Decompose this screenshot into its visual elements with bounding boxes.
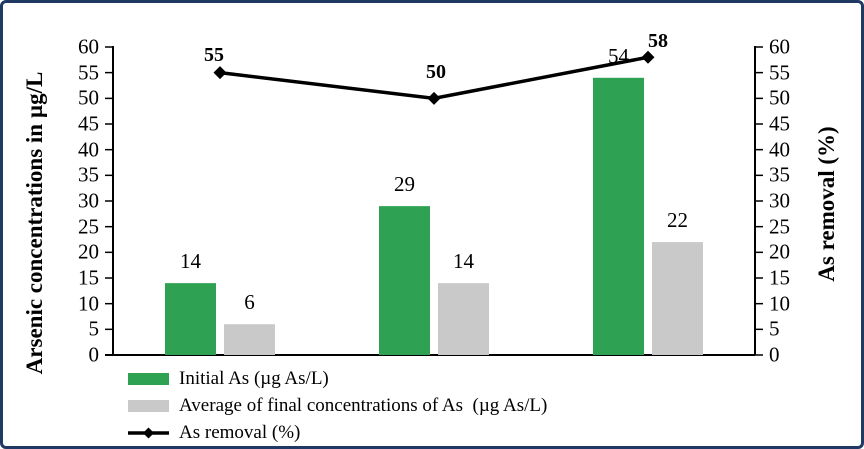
left-axis-tick-label: 10 [78,291,99,316]
legend-swatch-green [128,372,169,385]
right-axis-tick-label: 40 [769,137,790,162]
bar-data-label: 14 [180,249,201,274]
legend-label: Initial As (µg As/L) [179,368,329,389]
right-axis-tick-label: 20 [769,239,790,264]
bar-data-label: 6 [244,290,255,315]
right-axis-tick-label: 30 [769,188,790,213]
left-axis-tick-label: 55 [78,60,99,85]
left-axis-tick-label: 35 [78,162,99,187]
right-axis-tick-label: 0 [769,342,780,367]
legend: Initial As (µg As/L) Average of final con… [128,365,547,446]
right-axis-tick-label: 50 [769,85,790,110]
left-axis-tick-label: 20 [78,239,99,264]
legend-item: As removal (%) [128,419,547,446]
left-axis-tick-label: 40 [78,137,99,162]
bar-initial-as [593,77,644,356]
bar-data-label: 14 [453,249,474,274]
line-data-label: 58 [648,30,668,53]
line-data-label: 50 [426,61,446,84]
left-axis-tick-label: 15 [78,265,99,290]
bar-final-as [438,283,489,355]
bar-final-as [652,242,703,355]
right-axis-tick-label: 25 [769,214,790,239]
legend-swatch-gray [128,399,169,412]
bar-initial-as [165,283,216,355]
legend-label: As removal (%) [179,422,301,443]
left-axis-tick-label: 25 [78,214,99,239]
legend-label: Average of final concentrations of As (µ… [179,395,548,416]
diamond-marker [427,91,441,105]
diamond-marker [213,66,227,80]
right-axis-tick-label: 45 [769,111,790,136]
right-axis-tick-label: 60 [769,34,790,59]
right-axis-tick-label: 35 [769,162,790,187]
right-axis-tick-label: 10 [769,291,790,316]
line-data-label: 55 [204,43,224,66]
bar-initial-as [379,206,430,355]
right-axis-title: As removal (%) [814,126,839,282]
left-axis-tick-label: 60 [78,34,99,59]
legend-item: Average of final concentrations of As (µ… [128,392,547,419]
bar-data-label: 54 [608,43,629,68]
left-axis-tick-label: 30 [78,188,99,213]
left-axis-title: Arsenic concentrations in µg/L [22,71,47,375]
right-axis-tick-label: 55 [769,60,790,85]
bar-final-as [224,324,275,355]
chart-canvas [105,46,763,356]
bar-data-label: 22 [667,208,688,233]
legend-line-diamond-icon [128,427,169,438]
right-axis-tick-label: 15 [769,265,790,290]
right-axis-tick-label: 5 [769,316,780,341]
left-axis-tick-label: 0 [88,342,100,367]
left-axis-tick-label: 45 [78,111,99,136]
bar-data-label: 29 [394,172,415,197]
legend-item: Initial As (µg As/L) [128,365,547,392]
left-axis-tick-label: 5 [88,316,100,341]
left-axis-tick-label: 50 [78,85,99,110]
diamond-marker [641,50,655,64]
